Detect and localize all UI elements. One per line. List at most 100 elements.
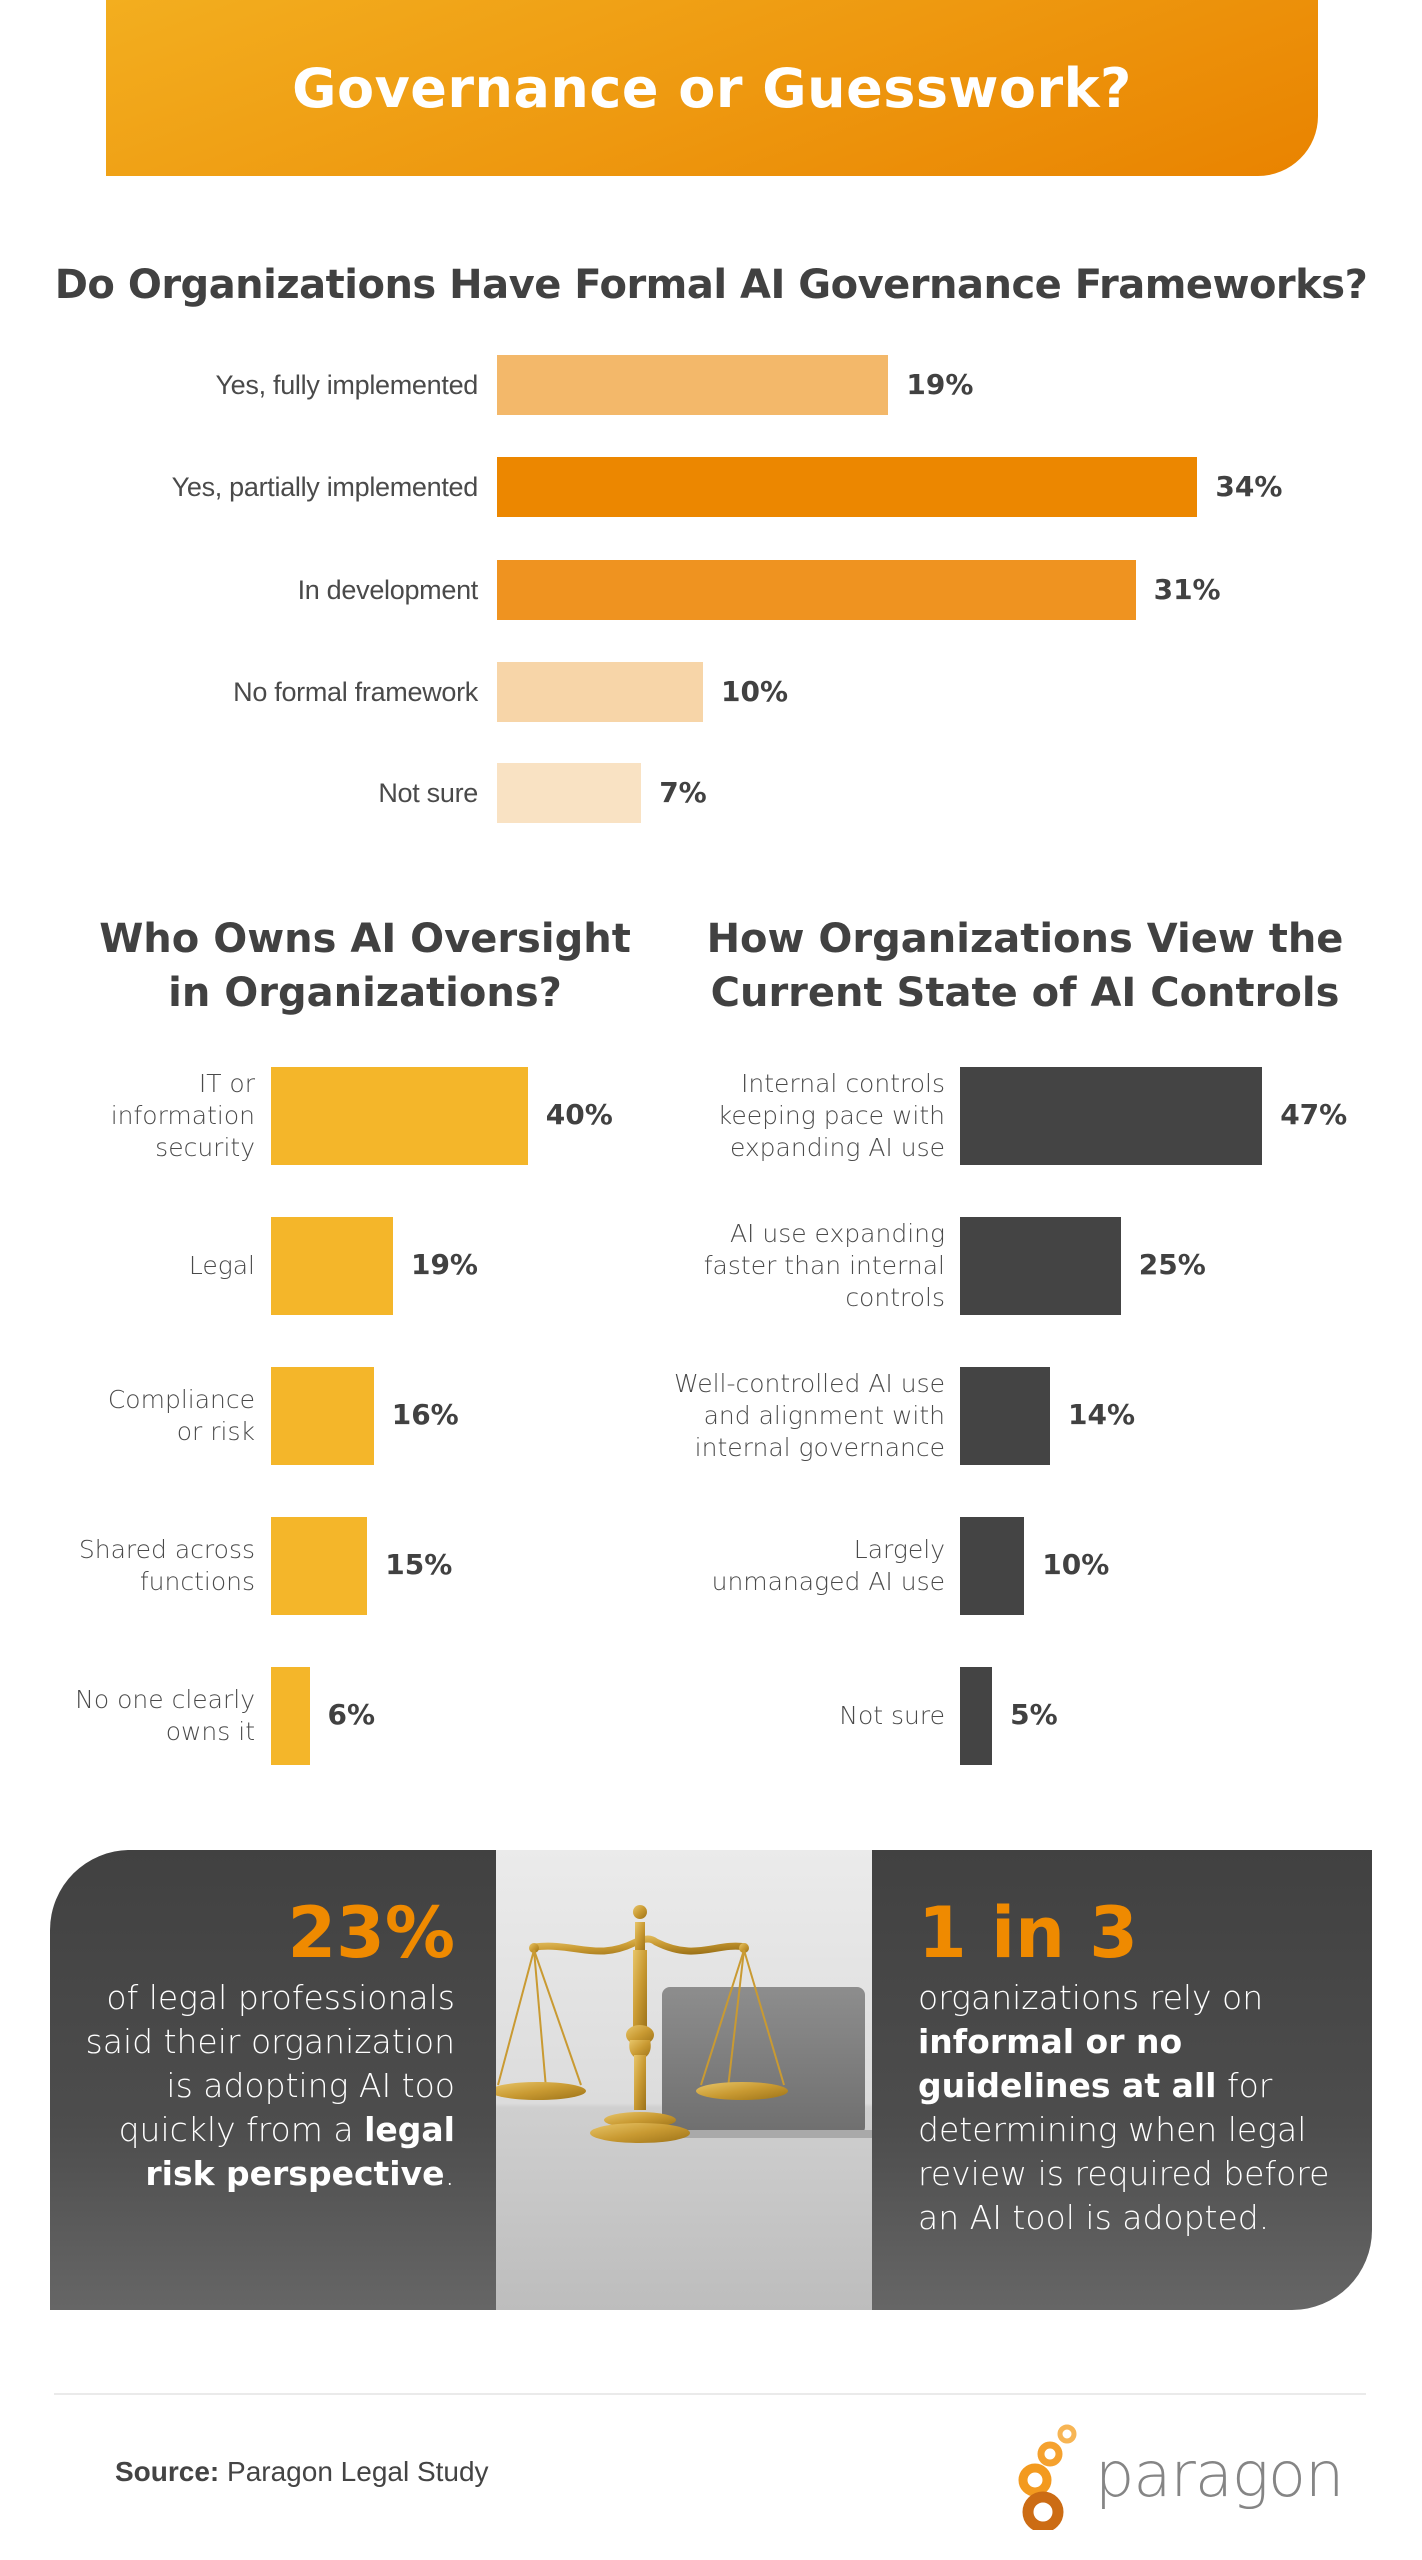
bar-label: Legal [30,1250,255,1282]
bar-label-line: Compliance [107,1385,255,1414]
bar-label: Not sure [620,1700,945,1732]
scales-laptop-image [490,1850,872,2310]
bar-label-line: expanding AI use [729,1133,945,1162]
stat-text: said their organization [85,2022,455,2061]
bar-label-line: Not sure [839,1701,945,1730]
bar-value: 19% [410,1248,478,1281]
logo-wordmark: paragon [1095,2438,1344,2511]
stat-text: review is required before [918,2154,1330,2193]
stat-left: 23% of legal professionals said their org… [50,1890,455,2196]
stat-text: organizations rely on [918,1978,1264,2017]
chart-title-line: How Organizations View the [706,916,1344,962]
bar-value: 25% [1138,1248,1206,1281]
bar-value: 19% [906,368,974,401]
bar-label-line: Internal controls [741,1069,945,1098]
bar-label: Not sure [378,778,478,808]
bar [271,1367,374,1465]
bar-label-line: Largely [853,1535,945,1564]
bar-value: 16% [391,1398,459,1431]
stat-line: determining when legal [918,2108,1358,2152]
stat-text: of legal professionals [106,1978,455,2017]
bar-label: Yes, partially implemented [171,472,479,502]
bar-value: 10% [721,675,789,708]
bar-label: Largely unmanaged AI use [620,1534,945,1598]
bar-label-line: AI use expanding [729,1219,945,1248]
stat-text: . [444,2154,456,2193]
bar [497,355,889,415]
scales-of-justice-icon [490,1905,872,2143]
bar [497,560,1136,620]
bar-value: 10% [1042,1548,1110,1581]
bar [271,1517,368,1615]
bar-label-line: owns it [165,1717,255,1746]
bar-value: 5% [1010,1698,1058,1731]
page-title: Governance or Guesswork? [292,56,1132,120]
stat-line: of legal professionals [50,1976,455,2020]
bar-label-line: information [110,1101,255,1130]
stat-line: an AI tool is adopted. [918,2196,1358,2240]
source-label: Source: [115,2456,220,2487]
bar [960,1217,1121,1315]
bar-label-line: Legal [188,1251,255,1280]
bar-label-line: unmanaged AI use [711,1567,945,1596]
stat-line: quickly from a legal [50,2108,455,2152]
bar-value: 6% [327,1698,376,1731]
stat-right: 1 in 3 organizations rely on informal or … [918,1890,1358,2240]
bar-label: AI use expanding faster than internal cont… [620,1218,945,1314]
source-citation: Source: Paragon Legal Study [115,2456,489,2488]
stat-line: organizations rely on [918,1976,1358,2020]
bar-label-line: No one clearly [75,1685,255,1714]
stat-line: risk perspective. [50,2152,455,2196]
bar-value: 34% [1215,470,1283,503]
stat-text-bold: risk perspective [145,2154,445,2193]
bar-value: 31% [1153,573,1221,606]
stat-line: informal or no [918,2020,1358,2064]
bar [960,1517,1025,1615]
bar [497,662,703,722]
stat-text: determining when legal [918,2110,1307,2149]
bar-label-line: Well-controlled AI use [673,1369,945,1398]
header-banner: Governance or Guesswork? [106,0,1318,176]
stat-right-description: organizations rely on informal or no guide… [918,1976,1358,2240]
chart-title-line: in Organizations? [168,970,562,1016]
paragon-circles-icon [1018,2424,1077,2530]
footer-divider [54,2393,1366,2395]
bar-label: Well-controlled AI use and alignment with… [620,1368,945,1464]
chart-title-line: Who Owns AI Oversight [99,916,631,962]
stat-text-bold: informal or no [918,2022,1183,2061]
stat-text: is adopting AI too [166,2066,455,2105]
stat-line: said their organization [50,2020,455,2064]
bar-label-line: security [155,1133,255,1162]
bar [960,1667,993,1765]
bar [271,1667,310,1765]
chart-title-ai-oversight-owner: Who Owns AI Oversight in Organizations? [60,912,670,1020]
source-value: Paragon Legal Study [219,2456,489,2487]
bar-label-line: functions [139,1567,255,1596]
bar [271,1217,393,1315]
bar-label: No one clearly owns it [30,1684,255,1748]
stat-left-number: 23% [287,1892,455,1974]
bar-label: No formal framework [233,677,478,707]
bar-label-line: faster than internal [703,1251,945,1280]
stat-left-description: of legal professionals said their organiz… [50,1976,455,2196]
bar-label-line: or risk [176,1417,255,1446]
bar-value: 7% [659,776,707,809]
stat-line: guidelines at all for [918,2064,1358,2108]
stat-text: quickly from a [118,2110,365,2149]
chart-title-governance-frameworks: Do Organizations Have Formal AI Governan… [54,262,1368,308]
bar-label-line: keeping pace with [717,1101,945,1130]
paragon-logo: paragon [1015,2420,1344,2530]
stat-text: for [1216,2066,1273,2105]
bar [497,457,1198,517]
bar-label-line: controls [845,1283,945,1312]
chart-title-line: Current State of AI Controls [710,970,1340,1016]
bar-label-line: Shared across [78,1535,255,1564]
stat-text: an AI tool is adopted. [918,2198,1270,2237]
bar-label: In development [297,575,479,605]
bar-value: 47% [1280,1098,1348,1131]
bar-label: IT or information security [30,1068,255,1164]
bar-value: 40% [545,1098,613,1131]
bar [960,1367,1051,1465]
stat-right-number: 1 in 3 [918,1892,1138,1974]
bar-label-line: IT or [198,1069,255,1098]
